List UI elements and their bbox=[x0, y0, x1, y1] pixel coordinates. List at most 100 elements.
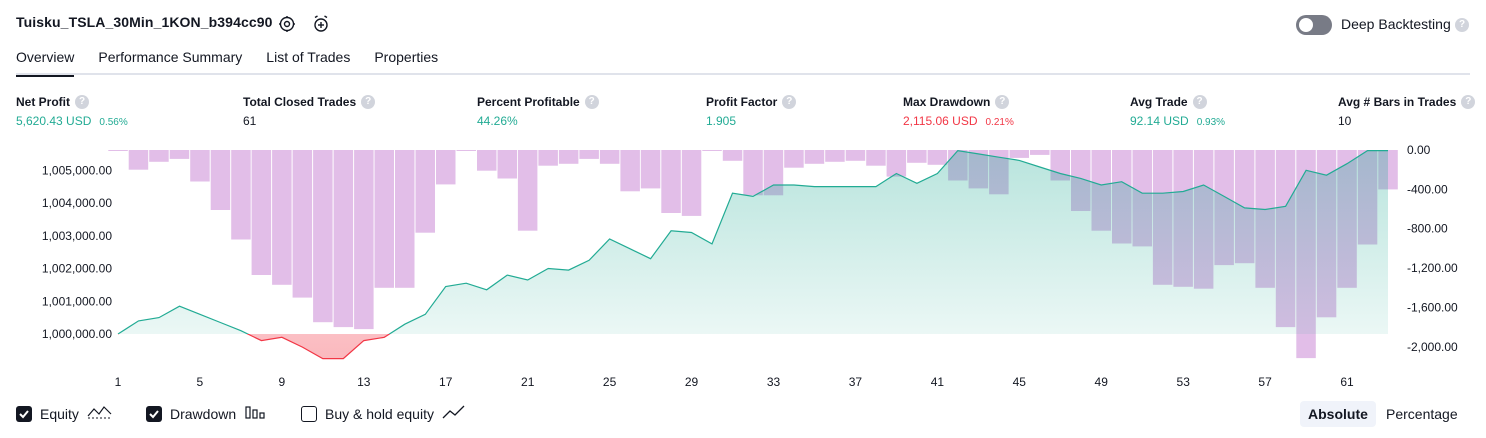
equity-line-negative bbox=[118, 334, 391, 360]
x-axis-tick: 1 bbox=[115, 375, 122, 389]
x-axis-tick: 41 bbox=[931, 375, 945, 389]
right-axis-tick: 0.00 bbox=[1407, 143, 1431, 157]
metric-profit-factor: Profit Factor? 1.905 bbox=[706, 94, 797, 128]
info-icon[interactable]: ? bbox=[361, 95, 376, 109]
metric-percent: 0.93% bbox=[1196, 117, 1226, 128]
buy-hold-line-icon bbox=[442, 404, 466, 423]
settings-icon[interactable] bbox=[276, 13, 298, 35]
metric-label: Net Profit bbox=[16, 95, 70, 109]
info-icon[interactable]: ? bbox=[995, 95, 1010, 109]
drawdown-bar bbox=[825, 150, 845, 162]
drawdown-bar bbox=[1030, 150, 1050, 155]
drawdown-bar bbox=[190, 150, 210, 182]
metric-label: Max Drawdown bbox=[903, 95, 991, 109]
info-icon[interactable]: ? bbox=[1192, 95, 1207, 109]
drawdown-bar bbox=[436, 150, 456, 185]
right-axis-tick: -800.00 bbox=[1407, 222, 1448, 236]
metric-label: Avg # Bars in Trades bbox=[1338, 95, 1457, 109]
metric-percent-profitable: Percent Profitable? 44.26% bbox=[477, 94, 599, 128]
x-axis-tick: 13 bbox=[357, 375, 371, 389]
metric-percent: 0.56% bbox=[99, 117, 128, 128]
equity-checkbox[interactable] bbox=[16, 405, 32, 422]
x-axis-tick: 21 bbox=[521, 375, 535, 389]
drawdown-bar bbox=[907, 150, 927, 163]
info-icon[interactable]: ? bbox=[782, 95, 797, 109]
drawdown-bar bbox=[886, 150, 907, 177]
metric-value: 10 bbox=[1338, 114, 1352, 128]
metric-value: 92.14 USD bbox=[1130, 114, 1189, 128]
drawdown-bar bbox=[743, 150, 763, 196]
info-icon[interactable]: ? bbox=[75, 95, 89, 109]
drawdown-bar bbox=[599, 150, 620, 164]
drawdown-bar bbox=[845, 150, 866, 161]
left-axis-tick: 1,003,000.00 bbox=[42, 229, 112, 243]
left-axis-tick: 1,005,000.00 bbox=[42, 163, 112, 177]
drawdown-bar bbox=[128, 150, 149, 170]
percentage-toggle[interactable]: Percentage bbox=[1386, 406, 1458, 422]
absolute-toggle[interactable]: Absolute bbox=[1300, 401, 1376, 427]
x-axis-tick: 57 bbox=[1258, 375, 1272, 389]
x-axis-tick: 5 bbox=[197, 375, 204, 389]
drawdown-bar bbox=[784, 150, 804, 168]
legend-buy-hold-label: Buy & hold equity bbox=[325, 405, 434, 422]
metric-label: Percent Profitable bbox=[477, 95, 580, 109]
strategy-title: Tuisku_TSLA_30Min_1KON_b394cc90 bbox=[16, 14, 273, 30]
legend-buy-hold-equity[interactable]: Buy & hold equity bbox=[301, 404, 466, 423]
tab-properties[interactable]: Properties bbox=[374, 49, 439, 65]
info-icon[interactable]: ? bbox=[1461, 95, 1476, 109]
right-axis: 0.00 -400.00 -800.00 -1,200.00 -1,600.00 -2,0… bbox=[1407, 143, 1458, 354]
equity-drawdown-chart: 1,005,000.00 1,004,000.00 1,003,000.00 1,00… bbox=[42, 143, 1458, 389]
x-axis-tick: 61 bbox=[1340, 375, 1354, 389]
left-axis-tick: 1,004,000.00 bbox=[42, 196, 112, 210]
tab-overview[interactable]: Overview bbox=[16, 46, 75, 77]
drawdown-bar bbox=[702, 150, 722, 151]
right-axis-tick: -2,000.00 bbox=[1407, 340, 1458, 354]
drawdown-bar bbox=[927, 150, 948, 165]
legend-drawdown[interactable]: Drawdown bbox=[146, 404, 266, 423]
drawdown-bar bbox=[231, 150, 251, 240]
left-axis-tick: 1,002,000.00 bbox=[42, 262, 112, 276]
deep-backtesting-toggle[interactable] bbox=[1296, 15, 1332, 35]
x-axis: 1 5 9 13 17 21 25 29 33 37 41 45 49 53 57 61 bbox=[115, 375, 1354, 389]
x-axis-tick: 33 bbox=[767, 375, 781, 389]
legend-equity[interactable]: Equity bbox=[16, 404, 113, 423]
drawdown-bar bbox=[354, 150, 374, 330]
drawdown-bar bbox=[272, 150, 292, 285]
drawdown-bar bbox=[517, 150, 538, 231]
x-axis-tick: 17 bbox=[439, 375, 453, 389]
info-icon[interactable]: ? bbox=[584, 95, 599, 109]
tab-performance-summary[interactable]: Performance Summary bbox=[98, 49, 243, 65]
drawdown-bar bbox=[251, 150, 272, 275]
right-axis-tick: -1,600.00 bbox=[1407, 300, 1458, 314]
drawdown-bar bbox=[292, 150, 313, 298]
equity-area bbox=[117, 149, 1388, 360]
drawdown-bar bbox=[108, 150, 128, 151]
right-axis-tick: -1,200.00 bbox=[1407, 261, 1458, 275]
drawdown-bar bbox=[579, 150, 599, 159]
drawdown-bar bbox=[1009, 150, 1029, 158]
buy-hold-checkbox[interactable] bbox=[301, 405, 317, 422]
tab-list-of-trades[interactable]: List of Trades bbox=[266, 49, 351, 65]
left-axis: 1,005,000.00 1,004,000.00 1,003,000.00 1,00… bbox=[42, 163, 112, 341]
metric-value: 44.26% bbox=[477, 114, 518, 128]
metric-net-profit: Net Profit? 5,620.43 USD 0.56% bbox=[16, 94, 128, 128]
metric-label: Profit Factor bbox=[706, 95, 778, 109]
drawdown-bar bbox=[866, 150, 886, 166]
drawdown-bars-icon bbox=[244, 404, 266, 423]
add-alert-icon[interactable] bbox=[310, 13, 332, 35]
equity-line bbox=[117, 149, 1388, 334]
x-axis-tick: 29 bbox=[685, 375, 699, 389]
drawdown-bar bbox=[681, 150, 702, 216]
drawdown-bar bbox=[620, 150, 640, 192]
left-axis-tick: 1,000,000.00 bbox=[42, 327, 112, 341]
drawdown-bar bbox=[763, 150, 784, 196]
drawdown-checkbox[interactable] bbox=[146, 405, 162, 422]
drawdown-bar bbox=[722, 150, 743, 161]
help-icon[interactable]: ? bbox=[1455, 18, 1469, 32]
metric-percent: 0.21% bbox=[985, 117, 1014, 128]
drawdown-bar bbox=[313, 150, 333, 323]
drawdown-bar bbox=[538, 150, 558, 166]
metric-value: 1.905 bbox=[706, 114, 737, 128]
tab-bar: Overview Performance Summary List of Tra… bbox=[16, 46, 439, 77]
left-axis-tick: 1,001,000.00 bbox=[42, 294, 112, 308]
